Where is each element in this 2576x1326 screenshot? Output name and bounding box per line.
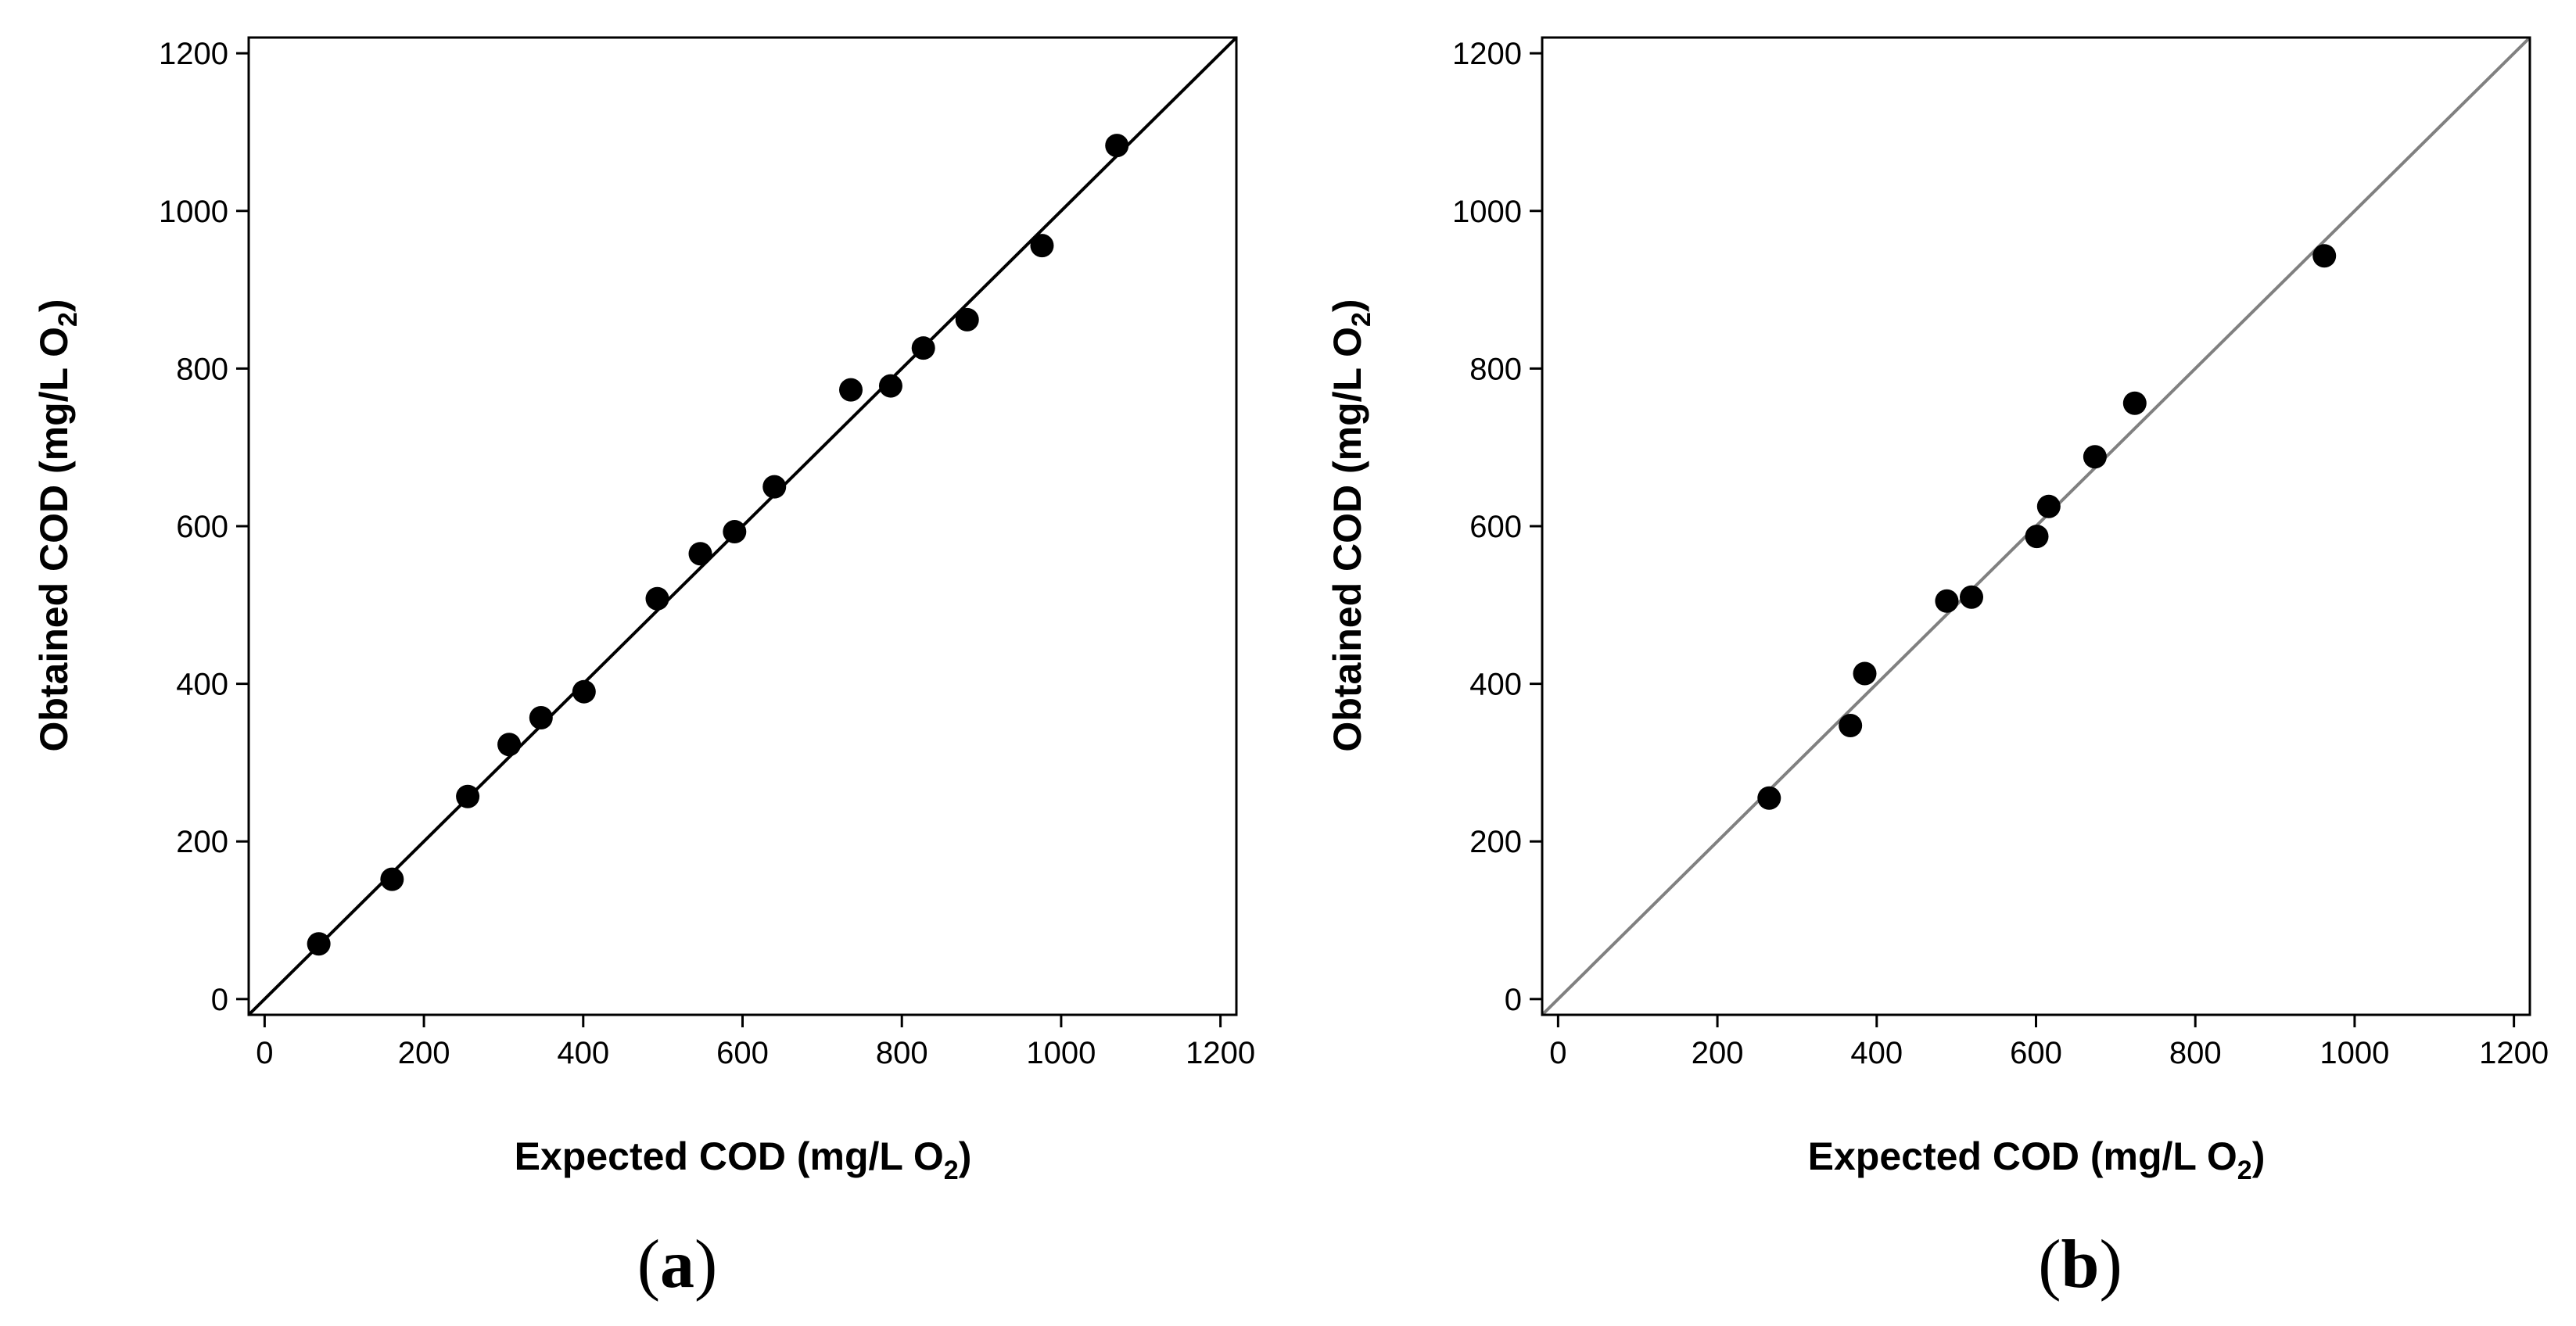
data-point-b-4	[1935, 589, 1959, 613]
data-point-b-2	[1839, 714, 1863, 738]
data-point-a-4	[497, 733, 522, 757]
y-tick-label-b-600: 600	[1469, 510, 1522, 544]
x-tick-label-b-1000: 1000	[2319, 1036, 2389, 1070]
data-point-b-1	[1757, 786, 1781, 810]
x-axis-ticks-b: 0 200 400 600 800 1000 1200	[1549, 1015, 2549, 1070]
x-tick-label-a-1200: 1200	[1186, 1036, 1255, 1070]
x-tick-label-a-1000: 1000	[1026, 1036, 1096, 1070]
y-tick-label-b-800: 800	[1469, 352, 1522, 386]
y-tick-label-a-400: 400	[176, 668, 228, 702]
x-tick-label-b-0: 0	[1549, 1036, 1566, 1070]
x-tick-label-a-0: 0	[256, 1036, 273, 1070]
y-tick-label-a-1200: 1200	[159, 37, 228, 71]
data-point-a-2	[380, 867, 404, 891]
data-point-a-8	[688, 542, 712, 566]
y-tick-label-b-400: 400	[1469, 668, 1522, 702]
data-point-b-3	[1853, 661, 1877, 686]
x-axis-title-b: Expected COD (mg/L O2)	[1808, 1134, 2266, 1185]
y-tick-label-a-800: 800	[176, 352, 228, 386]
y-axis-ticks-a: 0 200 400 600 800 1000 1200	[159, 37, 249, 1017]
y-tick-label-b-1000: 1000	[1452, 195, 1522, 229]
y-axis-title-b: Obtained COD (mg/L O2)	[1326, 299, 1376, 751]
y-tick-label-a-200: 200	[176, 825, 228, 859]
y-tick-label-a-0: 0	[211, 983, 228, 1017]
x-tick-label-b-200: 200	[1692, 1036, 1744, 1070]
panel-label-b: (b)	[2038, 1227, 2122, 1303]
y-tick-label-b-0: 0	[1505, 983, 1522, 1017]
y-axis-ticks-b: 0 200 400 600 800 1000 1200	[1452, 37, 1542, 1017]
y-axis-title-a: Obtained COD (mg/L O2)	[32, 299, 83, 751]
data-point-a-5	[529, 705, 553, 729]
marks-a	[247, 36, 1238, 1016]
data-point-a-15	[1030, 234, 1054, 258]
data-point-a-3	[456, 784, 480, 808]
data-point-a-10	[762, 475, 787, 499]
data-point-a-11	[839, 378, 863, 402]
data-point-b-5	[1959, 585, 1983, 609]
y-tick-label-a-600: 600	[176, 510, 228, 544]
x-tick-label-b-400: 400	[1850, 1036, 1903, 1070]
x-tick-label-a-600: 600	[716, 1036, 769, 1070]
y-tick-label-b-1200: 1200	[1452, 37, 1522, 71]
x-tick-label-a-200: 200	[398, 1036, 450, 1070]
x-tick-label-b-600: 600	[2010, 1036, 2062, 1070]
data-point-b-8	[2083, 445, 2107, 469]
data-point-b-7	[2036, 494, 2061, 518]
data-point-a-1	[307, 932, 331, 956]
data-point-a-14	[955, 307, 979, 332]
data-point-b-10	[2312, 244, 2337, 268]
data-point-a-16	[1105, 134, 1129, 158]
data-point-b-9	[2122, 391, 2147, 415]
panel-label-a: (a)	[637, 1227, 718, 1303]
data-point-a-6	[572, 679, 596, 704]
y-tick-label-a-1000: 1000	[159, 195, 228, 229]
x-tick-label-a-800: 800	[876, 1036, 928, 1070]
marks-b	[1541, 36, 2531, 1016]
data-point-a-12	[878, 374, 902, 398]
x-tick-label-b-1200: 1200	[2479, 1036, 2549, 1070]
x-axis-ticks-a: 0 200 400 600 800 1000 1200	[256, 1015, 1255, 1070]
data-point-a-9	[723, 520, 747, 544]
data-point-a-13	[911, 336, 935, 360]
chart-panel-a: 0 200 400 600 800 1000 1200 0 200 400 600 800 1000 1…	[32, 36, 1255, 1303]
x-tick-label-b-800: 800	[2169, 1036, 2222, 1070]
x-tick-label-a-400: 400	[557, 1036, 609, 1070]
data-point-b-6	[2025, 525, 2049, 549]
chart-panel-b: 0 200 400 600 800 1000 1200 0 200 400 600 800 1000 1…	[1326, 36, 2549, 1303]
data-point-a-7	[645, 586, 669, 611]
x-axis-title-a: Expected COD (mg/L O2)	[515, 1134, 972, 1185]
y-tick-label-b-200: 200	[1469, 825, 1522, 859]
